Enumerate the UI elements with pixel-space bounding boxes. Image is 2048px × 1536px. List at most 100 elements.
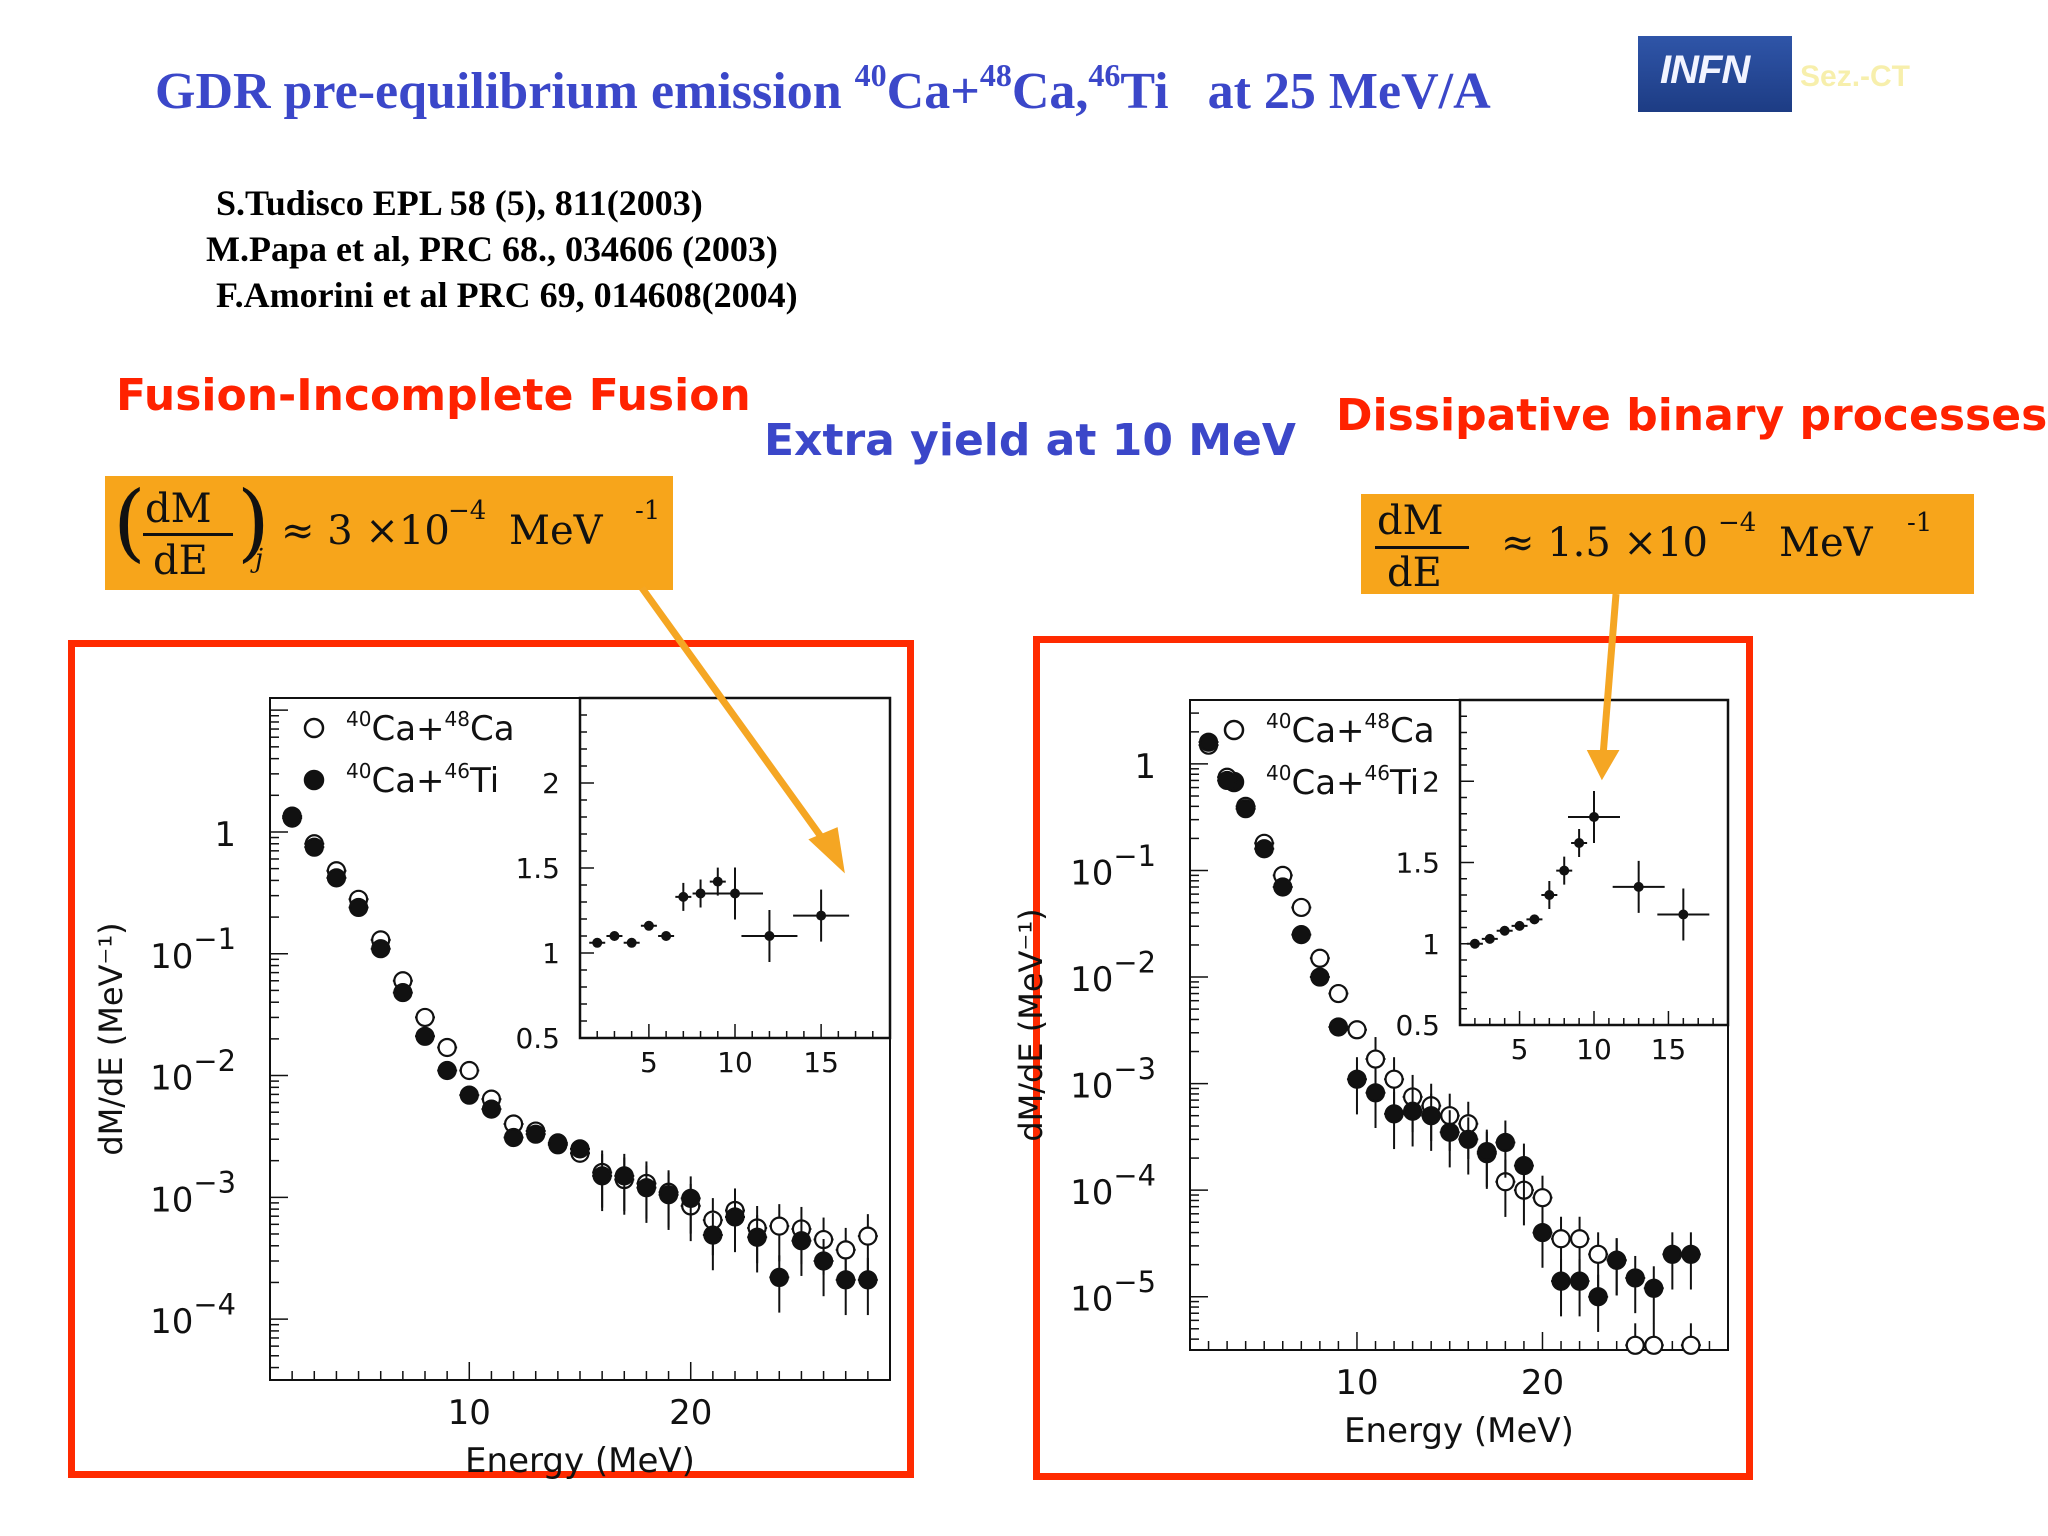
left-main-point-ti (658, 1185, 679, 1205)
left-inset-x-tick-label: 15 (803, 1046, 839, 1079)
right-main-y-tick-label: 10−5 (1070, 1265, 1156, 1320)
frame-right-plot (1033, 636, 1753, 1480)
right-main-y-label: dM/dE (MeV⁻¹) (1012, 908, 1050, 1141)
right-main-point-ti (1495, 1132, 1515, 1153)
infn-logo (1638, 36, 1792, 112)
right-inset-x-tick-label: 5 (1511, 1033, 1529, 1066)
right-main-point-ti (1217, 770, 1237, 791)
left-main-point-ti (459, 1085, 479, 1105)
reference-1: S.Tudisco EPL 58 (5), 811(2003) (216, 183, 703, 223)
left-inset-ratio-point (764, 931, 775, 941)
right-inset-y-tick-label: 1 (1422, 928, 1440, 961)
right-main-point-ca (1644, 1335, 1664, 1355)
right-main-point-ti (1458, 1129, 1478, 1149)
page-title: GDR pre-equilibrium emission 40Ca+48Ca,4… (155, 59, 1491, 121)
right-main-point-ca (1681, 1335, 1701, 1355)
right-main-point-ti (1625, 1268, 1645, 1288)
left-main-point-ti (526, 1124, 546, 1144)
right-main-legend-label: 40Ca+46Ti (1266, 761, 1419, 803)
left-main-point-ti (791, 1231, 812, 1251)
left-inset-y-tick-label: 1 (542, 937, 560, 970)
right-main-point-ti (1198, 732, 1219, 752)
formula-right-den: dE (1387, 550, 1442, 596)
formula-left-rel: ≈ 3 ×10 (281, 508, 450, 554)
right-inset-ratio-point (1589, 812, 1599, 822)
title-ca2: Ca, (1011, 63, 1089, 120)
left-inset-y-tick-label: 1.5 (515, 852, 560, 885)
left-main-point-ti (548, 1135, 568, 1155)
fraction-bar (143, 533, 233, 536)
right-inset-ratio-point (1633, 881, 1644, 892)
left-main-point-ca (858, 1226, 878, 1246)
formula-left-uexp: -1 (635, 496, 661, 526)
right-main-point-ca (1532, 1188, 1553, 1208)
formula-box-left: ( dM dE ) j ≈ 3 ×10 −4 MeV -1 (105, 476, 673, 590)
right-main-y-tick-label: 10−2 (1070, 945, 1156, 1000)
left-main-point-ti (681, 1188, 701, 1208)
formula-right-exp: −4 (1718, 508, 1757, 538)
left-main-point-ca (437, 1037, 457, 1058)
left-main-x-label: Energy (MeV) (465, 1441, 695, 1481)
right-main-point-ca (1625, 1335, 1645, 1355)
arrow-left-head (808, 827, 845, 874)
left-main-legend-label: 40Ca+46Ti (346, 759, 499, 801)
right-inset-x-tick-label: 15 (1651, 1033, 1687, 1066)
right-main-point-ti (1681, 1244, 1701, 1264)
formula-right-rel: ≈ 1.5 ×10 (1501, 520, 1708, 566)
left-main-point-ti (326, 868, 347, 888)
right-main-point-ti (1551, 1271, 1571, 1291)
label-extra-yield: Extra yield at 10 MeV (764, 415, 1296, 466)
right-main-point-ca (1328, 983, 1349, 1004)
reference-3: F.Amorini et al PRC 69, 014608(2004) (216, 275, 798, 315)
right-inset-ratio-point (1544, 890, 1555, 900)
right-main-y-tick-label: 10−1 (1070, 839, 1156, 894)
right-main-point-ti (1254, 839, 1274, 859)
left-main-point-ca (836, 1240, 856, 1260)
right-main-point-ti (1421, 1106, 1441, 1126)
left-main-y-tick-label: 10−3 (150, 1166, 236, 1221)
right-main-point-ti (1310, 967, 1330, 987)
label-dissipative: Dissipative binary processes (1336, 390, 2048, 441)
paren-close: ) (237, 473, 270, 571)
formula-left-exp: −4 (448, 496, 487, 526)
right-main-point-ca (1310, 948, 1330, 968)
left-main-point-ti (282, 806, 302, 826)
left-main-point-ti (481, 1099, 502, 1119)
right-main-point-ti (1477, 1142, 1497, 1162)
frame-left-plot (68, 640, 914, 1478)
right-main-point-ca (1551, 1229, 1571, 1249)
left-main-point-ti (592, 1166, 612, 1186)
right-inset-y-tick-label: 2 (1422, 765, 1440, 798)
right-main-point-ti (1440, 1122, 1460, 1142)
right-inset-ratio-point (1678, 909, 1689, 920)
right-main-point-ti (1532, 1222, 1553, 1243)
left-main-legend-marker (303, 717, 325, 739)
right-main-point-ti (1569, 1271, 1590, 1291)
left-inset-y-tick-label: 0.5 (515, 1022, 560, 1055)
right-main-y-tick-label: 1 (1134, 747, 1156, 787)
right-main-point-ca (1365, 1049, 1386, 1069)
left-inset-ratio-point (626, 937, 637, 948)
label-fusion: Fusion-Incomplete Fusion (116, 370, 751, 421)
right-inset-ratio-point (1529, 914, 1540, 925)
left-main-point-ti (836, 1270, 856, 1290)
left-main-point-ti (858, 1270, 878, 1290)
formula-left-den: dE (153, 538, 208, 584)
formula-left-unit: MeV (509, 508, 603, 554)
right-main-point-ca (1347, 1020, 1367, 1040)
right-main-point-ti (1644, 1278, 1664, 1298)
right-main-x-tick-label: 10 (1335, 1363, 1378, 1403)
right-main-legend-label: 40Ca+48Ca (1266, 709, 1435, 751)
formula-right-num: dM (1377, 498, 1444, 544)
title-ti: Ti (1120, 63, 1169, 120)
right-inset-ratio-point (1499, 925, 1510, 936)
right-inset-ratio-point (1574, 838, 1585, 848)
left-main-y-tick-label: 10−1 (150, 922, 236, 977)
left-main-point-ti (437, 1060, 457, 1081)
left-inset-ratio-point (678, 891, 689, 902)
left-main-point-ti (570, 1139, 590, 1159)
left-inset-x-tick-label: 5 (640, 1046, 658, 1079)
right-main-point-ti (1403, 1101, 1423, 1121)
right-main-y-tick-label: 10−3 (1070, 1052, 1156, 1107)
right-main-x-tick-label: 20 (1521, 1363, 1564, 1403)
